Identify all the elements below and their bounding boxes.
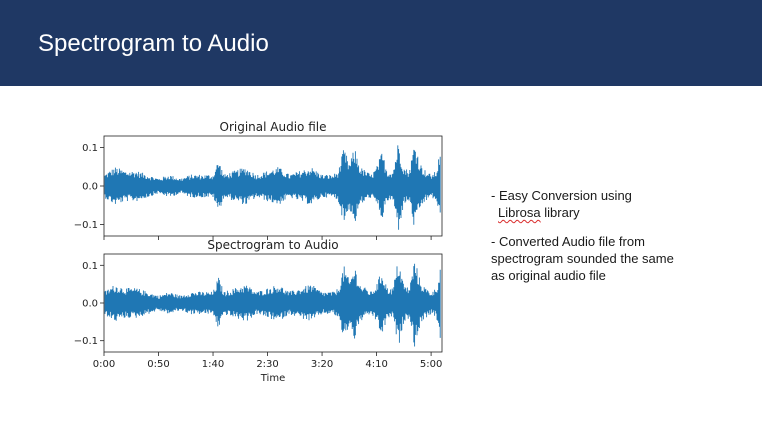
x-tick-label: 4:10 — [365, 359, 387, 370]
panel-title: Original Audio file — [220, 120, 327, 134]
bullet-line: Librosa library — [491, 204, 731, 221]
bullet-line: as original audio file — [491, 268, 606, 283]
x-tick-label: 2:30 — [256, 359, 278, 370]
waveform-figure: Original Audio file 0.1 0.0 −0.1 Spectrogram… — [56, 112, 456, 392]
x-axis-label: Time — [260, 373, 285, 384]
waveform-line — [104, 263, 441, 347]
bullet-line-rest: library — [540, 205, 580, 220]
bullet-easy-conversion: - Easy Conversion using Librosa library — [491, 187, 731, 221]
bullet-line: - Converted Audio file from — [491, 234, 645, 249]
y-tick-label: 0.0 — [82, 182, 98, 193]
bullet-line: - Easy Conversion using — [491, 188, 632, 203]
slide-title: Spectrogram to Audio — [38, 30, 269, 57]
y-tick-label: 0.1 — [82, 261, 98, 272]
y-tick-label: 0.1 — [82, 143, 98, 154]
bullet-line: spectrogram sounded the same — [491, 251, 674, 266]
waveform-line — [104, 145, 441, 230]
x-tick-label: 1:40 — [202, 359, 224, 370]
x-tick-label: 5:00 — [420, 359, 442, 370]
waveform-svg: Original Audio file 0.1 0.0 −0.1 Spectrogram… — [74, 120, 443, 384]
y-tick-label: −0.1 — [74, 220, 98, 231]
spellcheck-word: Librosa — [498, 205, 541, 220]
title-banner — [0, 0, 762, 86]
x-tick-label: 3:20 — [311, 359, 333, 370]
x-tick-label: 0:00 — [93, 359, 115, 370]
panel-title: Spectrogram to Audio — [207, 238, 338, 252]
bullet-list: - Easy Conversion using Librosa library … — [491, 187, 731, 296]
x-tick-label: 0:50 — [147, 359, 169, 370]
y-tick-label: 0.0 — [82, 299, 98, 310]
y-tick-label: −0.1 — [74, 336, 98, 347]
bullet-converted-audio: - Converted Audio file from spectrogram … — [491, 233, 731, 284]
